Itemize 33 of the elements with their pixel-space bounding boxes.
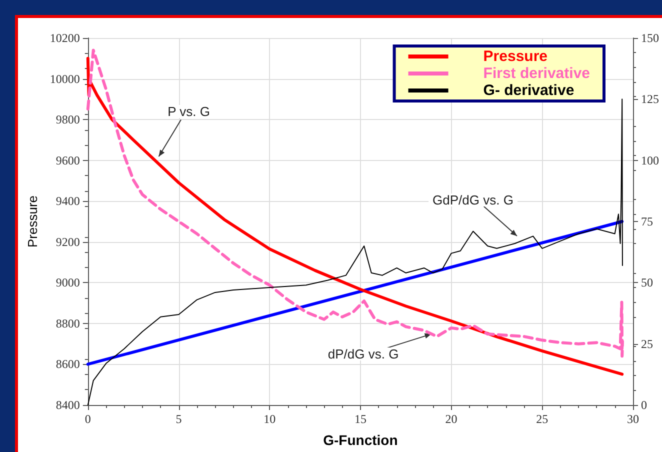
y2-tick-label: 25: [641, 336, 653, 351]
y-axis-title: Pressure: [25, 195, 40, 248]
legend-label: G- derivative: [483, 82, 574, 99]
y2-tick-label: 50: [641, 276, 653, 290]
x-axis-title: G-Function: [323, 432, 398, 448]
x-tick-label: 15: [354, 412, 366, 426]
legend-label: First derivative: [483, 65, 590, 82]
y-tick-label: 9600: [56, 153, 80, 168]
y-tick-label: 10200: [50, 31, 80, 45]
x-tick-label: 25: [536, 412, 548, 426]
y-tick-label: 8600: [56, 357, 80, 372]
legend-label: Pressure: [483, 48, 548, 65]
x-tick-label: 30: [627, 412, 639, 426]
y2-tick-label: 100: [641, 153, 659, 168]
annotation: GdP/dG vs. G: [432, 192, 514, 208]
x-tick-label: 20: [445, 412, 458, 426]
y-tick-label: 9200: [56, 234, 80, 249]
x-tick-label: 0: [84, 412, 91, 426]
y-tick-label: 10000: [50, 72, 80, 86]
y-tick-label: 9000: [56, 276, 80, 290]
line-series: [87, 98, 623, 406]
annotation: P vs. G: [168, 104, 210, 119]
y-tick-label: 8400: [56, 398, 80, 412]
y-tick-label: 8800: [56, 316, 80, 330]
y-tick-label: 9400: [56, 194, 80, 208]
y2-tick-label: 125: [641, 92, 659, 106]
y2-tick-label: 0: [641, 398, 647, 412]
annotation: dP/dG vs. G: [328, 346, 399, 362]
y2-tick-label: 75: [641, 214, 653, 228]
x-tick-label: 5: [176, 412, 182, 426]
y-tick-label: 9800: [56, 112, 80, 127]
y2-tick-label: 150: [641, 31, 659, 45]
x-tick-label: 10: [264, 412, 276, 426]
